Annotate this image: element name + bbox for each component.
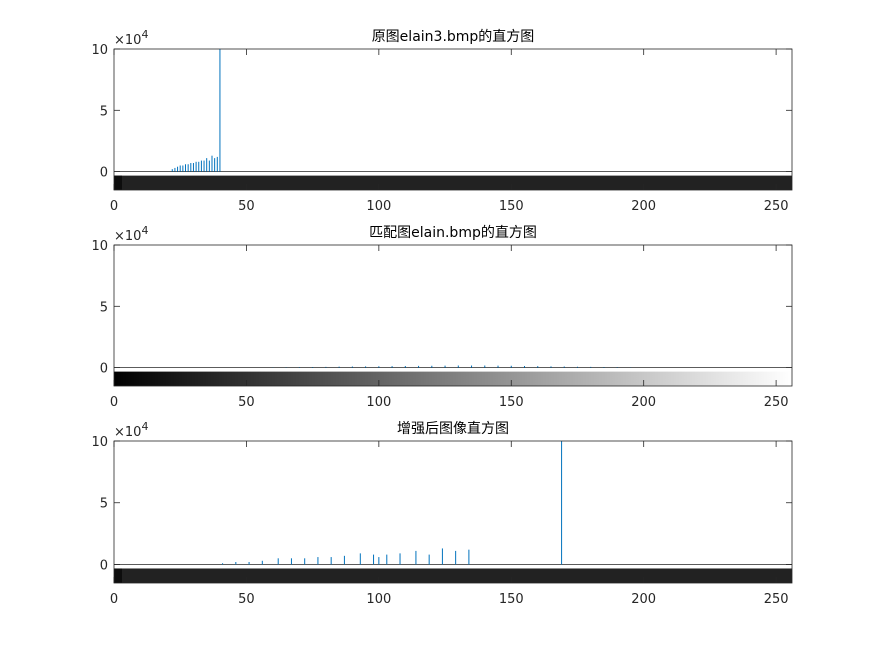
- y-tick-label: 10: [91, 435, 108, 450]
- axes-box: [113, 48, 793, 191]
- x-tick-label: 0: [110, 395, 118, 410]
- chart-title: 原图elain3.bmp的直方图: [372, 28, 535, 45]
- histogram-panel-1: 0 50 100 150 200 250 0 5 10 ×104 原图elain3.bmp的直方图: [91, 28, 793, 214]
- plot-area: [114, 245, 792, 386]
- x-tick-label: 0: [110, 199, 118, 214]
- histogram-panel-3: 0 50 100 150 200 250 0 5 10 ×104 增强后图像直方图: [91, 420, 793, 607]
- axes-box: [113, 440, 793, 584]
- chart-title: 增强后图像直方图: [397, 420, 509, 437]
- y-tick-label: 5: [100, 104, 108, 119]
- gray-colorbar: [114, 568, 792, 583]
- y-tick-label: 10: [91, 43, 108, 58]
- y-exponent-label: ×104: [114, 28, 148, 48]
- x-tick-label: 0: [110, 592, 118, 607]
- x-tick-label: 200: [631, 395, 656, 410]
- y-tick-label: 0: [100, 166, 108, 181]
- x-tick-label: 50: [238, 592, 255, 607]
- plot-area: [114, 49, 792, 190]
- x-tick-label: 200: [631, 199, 656, 214]
- x-tick-label: 100: [366, 395, 391, 410]
- x-tick-label: 150: [499, 592, 524, 607]
- y-tick-label: 0: [100, 558, 108, 573]
- y-tick-label: 5: [100, 300, 108, 315]
- x-tick-label: 250: [764, 395, 789, 410]
- plot-area: [114, 441, 792, 583]
- y-exponent-label: ×104: [114, 420, 148, 440]
- x-tick-label: 150: [499, 395, 524, 410]
- x-tick-label: 100: [366, 592, 391, 607]
- axes-box: [113, 244, 793, 387]
- gray-colorbar-edge: [114, 175, 122, 190]
- x-tick-label: 50: [238, 395, 255, 410]
- gray-colorbar: [114, 371, 792, 386]
- y-tick-label: 0: [100, 362, 108, 377]
- y-tick-label: 5: [100, 497, 108, 512]
- x-tick-label: 150: [499, 199, 524, 214]
- histogram-panel-2: 0 50 100 150 200 250 0 5 10 ×104 匹配图elain.bmp的直方图: [91, 224, 793, 410]
- x-tick-label: 100: [366, 199, 391, 214]
- chart-title: 匹配图elain.bmp的直方图: [369, 224, 537, 241]
- gray-colorbar: [114, 175, 792, 190]
- x-tick-label: 200: [631, 592, 656, 607]
- x-tick-label: 50: [238, 199, 255, 214]
- y-exponent-label: ×104: [114, 224, 148, 244]
- x-tick-label: 250: [764, 592, 789, 607]
- gray-colorbar-edge: [114, 568, 122, 583]
- y-tick-label: 10: [91, 239, 108, 254]
- x-tick-label: 250: [764, 199, 789, 214]
